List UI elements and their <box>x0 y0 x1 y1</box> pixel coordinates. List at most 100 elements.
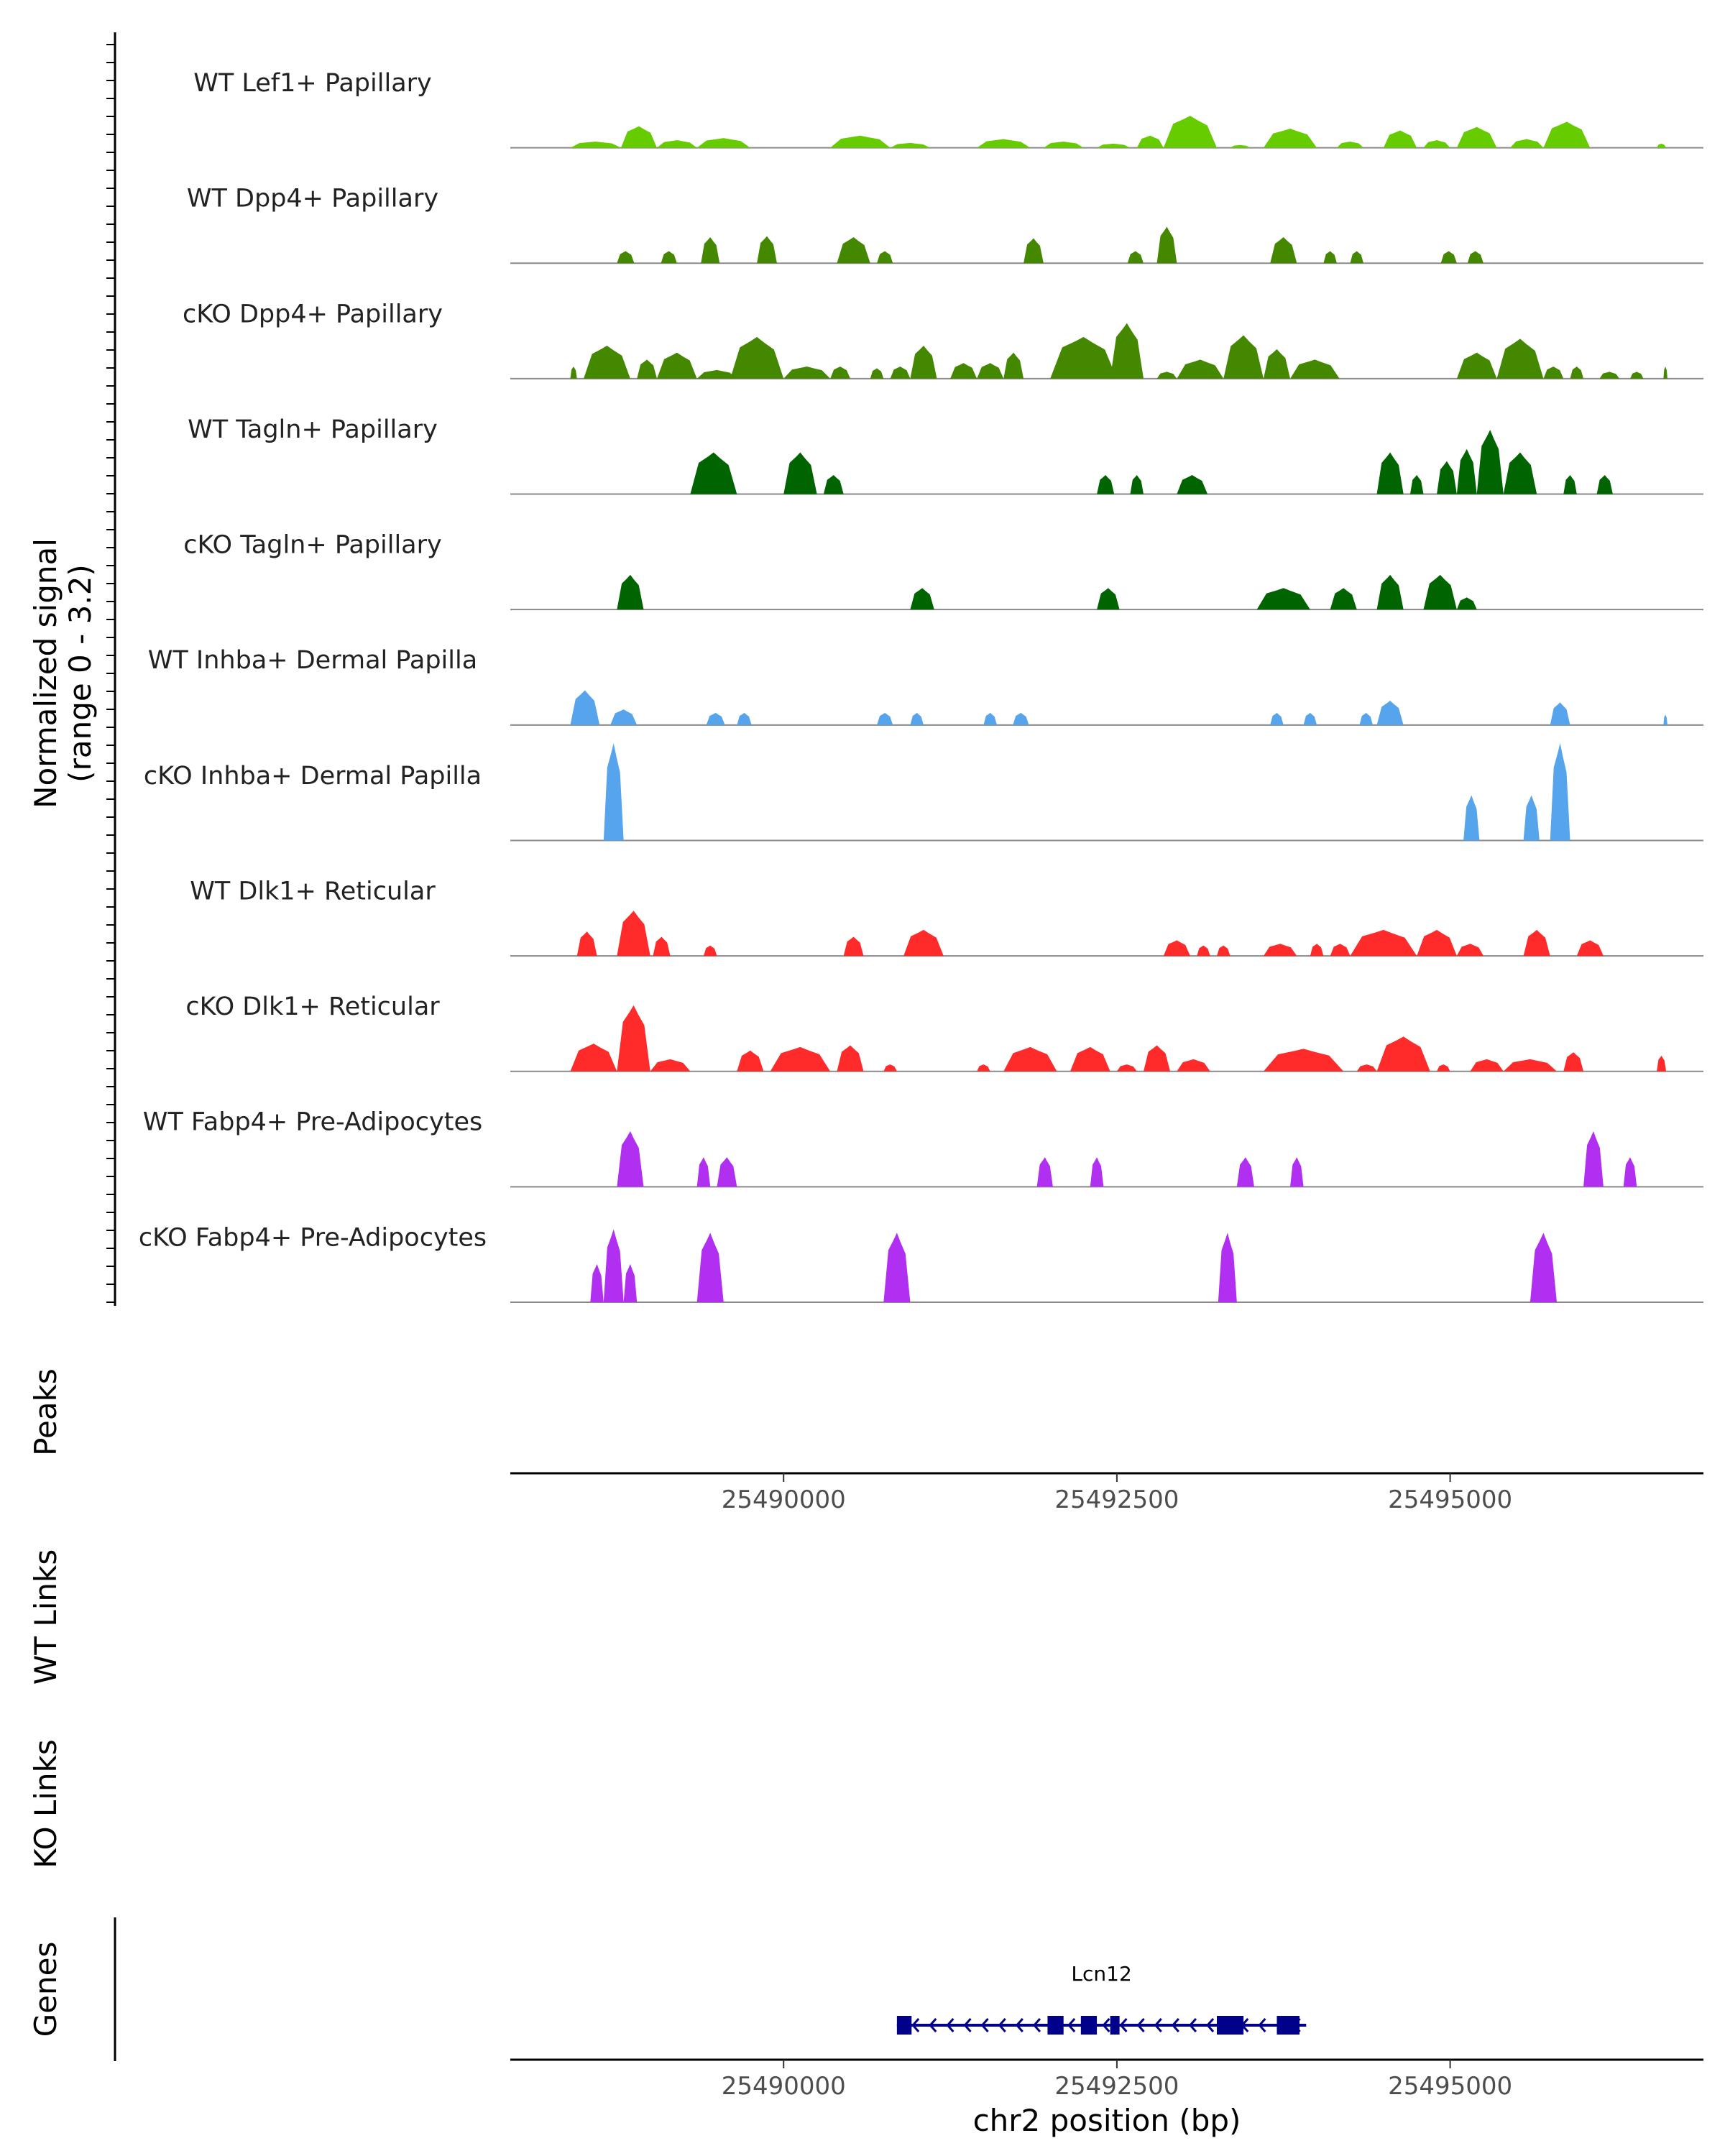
signal-peak <box>843 936 864 957</box>
track-cko-inhba-dermal-papilla: cKO Inhba+ Dermal Papilla <box>144 743 1703 842</box>
signal-peak <box>1070 1046 1110 1072</box>
signal-peak <box>1570 366 1584 379</box>
signal-peak <box>650 1059 691 1072</box>
panel-label-wt-links: WT Links <box>28 1549 63 1685</box>
signal-peak <box>1423 140 1450 148</box>
strand-arrow <box>1067 2018 1076 2032</box>
signal-peak <box>1197 945 1210 957</box>
signal-peak <box>701 237 720 264</box>
x-tick-label: 25495000 <box>1388 2072 1512 2101</box>
gene-lcn12: Lcn12 <box>896 1962 1307 2035</box>
signal-peak <box>1470 1059 1504 1072</box>
signal-peak <box>696 1157 711 1187</box>
signal-peak <box>1263 1049 1344 1072</box>
strand-arrow <box>1206 2018 1215 2032</box>
signal-peak <box>1223 335 1264 379</box>
signal-peak <box>653 936 671 957</box>
signal-peak <box>837 237 870 264</box>
track-label: WT Tagln+ Papillary <box>188 415 438 444</box>
signal-peak <box>1144 1045 1171 1072</box>
signal-peak <box>1543 366 1564 379</box>
signal-peak <box>1270 712 1284 725</box>
exon <box>1217 2016 1244 2035</box>
signal-peak <box>1423 574 1457 610</box>
signal-peak <box>1543 121 1591 148</box>
signal-peak <box>1156 226 1177 264</box>
signal-peak <box>1530 1233 1557 1302</box>
signal-peak <box>603 1229 624 1302</box>
signal-peak <box>703 945 717 957</box>
signal-peak <box>783 366 831 379</box>
track-label: cKO Fabp4+ Pre-Adipocytes <box>139 1223 487 1252</box>
track-cko-fabp4-pre-adipocytes: cKO Fabp4+ Pre-Adipocytes <box>139 1223 1703 1303</box>
signal-peak <box>1596 474 1613 494</box>
signal-peak <box>570 141 621 148</box>
signal-peak <box>1090 1157 1104 1187</box>
exon <box>896 2016 912 2035</box>
signal-peak <box>903 929 944 957</box>
signal-peak <box>1437 461 1457 494</box>
signal-peak <box>1523 795 1540 841</box>
track-cko-dlk1-reticular: cKO Dlk1+ Reticular <box>185 992 1703 1072</box>
signal-peak <box>1456 126 1497 148</box>
signal-peak <box>617 574 644 610</box>
signal-peak <box>1456 597 1477 610</box>
gene-label: Lcn12 <box>1071 1962 1131 1986</box>
signal-peak <box>1177 474 1208 494</box>
signal-peak <box>1550 743 1570 841</box>
signal-peak <box>1003 352 1024 379</box>
signal-peak <box>983 712 997 725</box>
signal-peak <box>617 1005 650 1072</box>
signal-peak <box>1456 944 1484 957</box>
track-wt-lef1-papillary: WT Lef1+ Papillary <box>193 69 1703 149</box>
signal-peak <box>584 346 630 379</box>
signal-peak <box>1156 372 1177 379</box>
signal-peak <box>730 336 784 379</box>
signal-peak <box>837 1045 864 1072</box>
signal-peak <box>590 1263 604 1302</box>
signal-peak <box>757 236 777 264</box>
signal-peak <box>1218 1233 1237 1302</box>
signal-peak <box>1256 588 1310 610</box>
strand-arrow <box>1258 2018 1266 2032</box>
signal-peak <box>1376 1036 1430 1072</box>
signal-peak <box>1523 929 1550 957</box>
signal-peak <box>1599 372 1620 379</box>
strand-arrow <box>946 2018 954 2032</box>
signal-peak <box>883 1233 911 1302</box>
signal-peak <box>910 588 934 610</box>
signal-peak <box>1270 237 1297 264</box>
signal-peak <box>1550 702 1570 725</box>
signal-peak <box>1467 251 1484 264</box>
genes-x-axis: 25490000 25492500 25495000 <box>722 2060 1512 2101</box>
track-label: cKO Inhba+ Dermal Papilla <box>144 762 482 791</box>
signal-peak <box>977 139 1031 148</box>
signal-peak <box>1263 349 1291 379</box>
signal-peak <box>657 140 697 148</box>
signal-peak <box>1163 116 1218 148</box>
exon <box>1047 2016 1064 2035</box>
signal-peak <box>770 1046 831 1072</box>
signal-axis-ticks <box>106 44 115 1303</box>
strand-arrow <box>1188 2018 1197 2032</box>
signal-peak <box>950 363 978 379</box>
signal-peak <box>570 366 577 379</box>
signal-axis-range-label: (range 0 - 3.2) <box>63 564 98 783</box>
signal-peak <box>1663 366 1668 379</box>
strand-arrow <box>1171 2018 1179 2032</box>
signal-peak <box>830 366 850 379</box>
signal-peak <box>1323 251 1337 264</box>
panel-label-genes: Genes <box>28 1942 63 2037</box>
signal-peak <box>1440 251 1457 264</box>
signal-peak <box>1376 574 1404 610</box>
track-label: cKO Dlk1+ Reticular <box>185 992 440 1021</box>
signal-peak <box>1163 940 1190 957</box>
signal-peak <box>1127 251 1144 264</box>
signal-peak <box>1177 1059 1210 1072</box>
signal-peak <box>1376 700 1404 725</box>
signal-peak <box>661 251 677 264</box>
panel-label-peaks: Peaks <box>28 1368 63 1456</box>
exon <box>1080 2016 1098 2035</box>
signal-peak <box>883 1064 897 1072</box>
